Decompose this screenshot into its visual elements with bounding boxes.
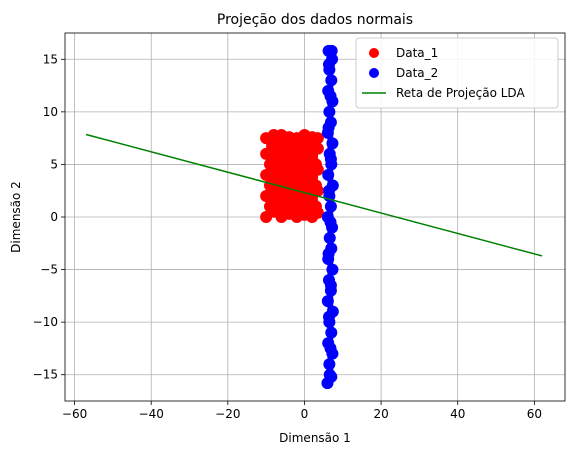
x-tick-label: −60 <box>62 407 87 421</box>
data-2-point <box>323 358 336 371</box>
data-2-point <box>325 74 338 87</box>
y-tick-label: −5 <box>40 263 58 277</box>
data-2-point <box>326 137 339 150</box>
data-2-point <box>324 279 337 292</box>
data-2-point <box>322 58 335 71</box>
data-2-point <box>326 263 339 276</box>
x-axis-label: Dimensão 1 <box>279 431 351 445</box>
x-tick-label: −20 <box>215 407 240 421</box>
x-tick-label: 20 <box>373 407 388 421</box>
y-tick-label: −10 <box>33 315 58 329</box>
data-2-point <box>324 90 337 103</box>
legend-marker <box>369 68 379 78</box>
x-tick-label: 40 <box>450 407 465 421</box>
data-2-point <box>323 368 336 381</box>
y-tick-label: −15 <box>33 368 58 382</box>
y-axis-label: Dimensão 2 <box>9 181 23 253</box>
y-tick-label: 10 <box>43 105 58 119</box>
data-1-point <box>311 132 324 145</box>
ticks: −60 −40 −20 0 20 40 60 −15 −10 −5 0 5 10 15 <box>33 52 542 421</box>
data-2-point <box>325 326 338 339</box>
data-1-point <box>309 158 322 171</box>
data-2-point <box>322 121 335 134</box>
data-2-point <box>322 247 335 260</box>
data-layer <box>85 44 543 390</box>
y-tick-label: 15 <box>43 52 58 66</box>
data-2-point <box>322 310 335 323</box>
data-2-point <box>325 44 338 57</box>
legend-marker <box>369 48 379 58</box>
legend-label: Reta de Projeção LDA <box>396 86 525 100</box>
data-2-point <box>324 342 337 355</box>
x-tick-label: −40 <box>139 407 164 421</box>
lda-projection-line <box>85 133 543 257</box>
data-1-point <box>311 142 324 155</box>
data-2-point <box>321 295 334 308</box>
x-tick-label: 0 <box>301 407 309 421</box>
data-2-point <box>322 168 335 181</box>
data-1-point <box>309 200 322 213</box>
data-1-point <box>309 179 322 192</box>
y-tick-label: 0 <box>50 210 58 224</box>
legend-label: Data_2 <box>396 66 438 80</box>
legend: Data_1 Data_2 Reta de Projeção LDA <box>355 37 559 109</box>
data-2-point <box>324 216 337 229</box>
data-2-point <box>323 232 336 245</box>
y-tick-label: 5 <box>50 157 58 171</box>
data-2-point <box>323 105 336 118</box>
legend-box <box>355 37 559 109</box>
x-tick-label: 60 <box>527 407 542 421</box>
data-2-point <box>324 153 337 166</box>
chart-title: Projeção dos dados normais <box>217 12 413 28</box>
data-2-point <box>324 200 337 213</box>
legend-label: Data_1 <box>396 46 438 60</box>
data-2-point <box>322 184 335 197</box>
